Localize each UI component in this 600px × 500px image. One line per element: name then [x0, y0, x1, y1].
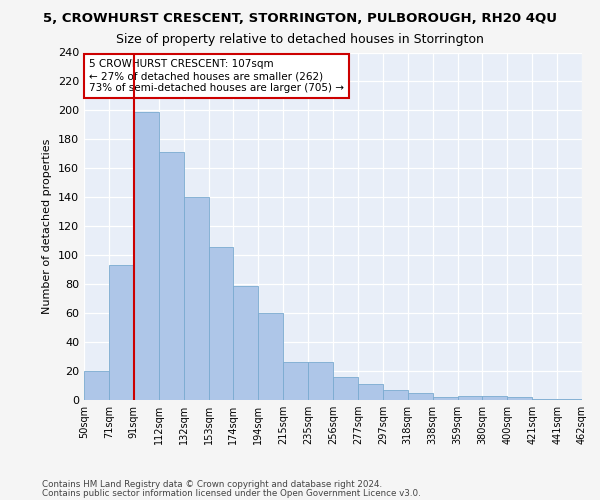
Bar — [532, 398, 557, 400]
Text: 5 CROWHURST CRESCENT: 107sqm
← 27% of detached houses are smaller (262)
73% of s: 5 CROWHURST CRESCENT: 107sqm ← 27% of de… — [89, 60, 344, 92]
Bar — [557, 398, 582, 400]
Bar — [109, 266, 134, 400]
Bar — [308, 362, 333, 400]
Bar — [433, 397, 458, 400]
Text: Size of property relative to detached houses in Storrington: Size of property relative to detached ho… — [116, 32, 484, 46]
Bar — [333, 377, 358, 400]
Text: Contains HM Land Registry data © Crown copyright and database right 2024.: Contains HM Land Registry data © Crown c… — [42, 480, 382, 489]
Bar — [358, 384, 383, 400]
Bar — [233, 286, 259, 400]
Bar — [159, 152, 184, 400]
Bar — [209, 246, 233, 400]
Bar — [84, 371, 109, 400]
Bar — [383, 390, 408, 400]
Bar — [259, 313, 283, 400]
Bar — [283, 362, 308, 400]
Bar — [408, 393, 433, 400]
Y-axis label: Number of detached properties: Number of detached properties — [43, 138, 52, 314]
Bar — [482, 396, 508, 400]
Bar — [184, 198, 209, 400]
Bar — [134, 112, 159, 400]
Text: Contains public sector information licensed under the Open Government Licence v3: Contains public sector information licen… — [42, 488, 421, 498]
Text: 5, CROWHURST CRESCENT, STORRINGTON, PULBOROUGH, RH20 4QU: 5, CROWHURST CRESCENT, STORRINGTON, PULB… — [43, 12, 557, 26]
Bar — [458, 396, 482, 400]
Bar — [508, 397, 532, 400]
